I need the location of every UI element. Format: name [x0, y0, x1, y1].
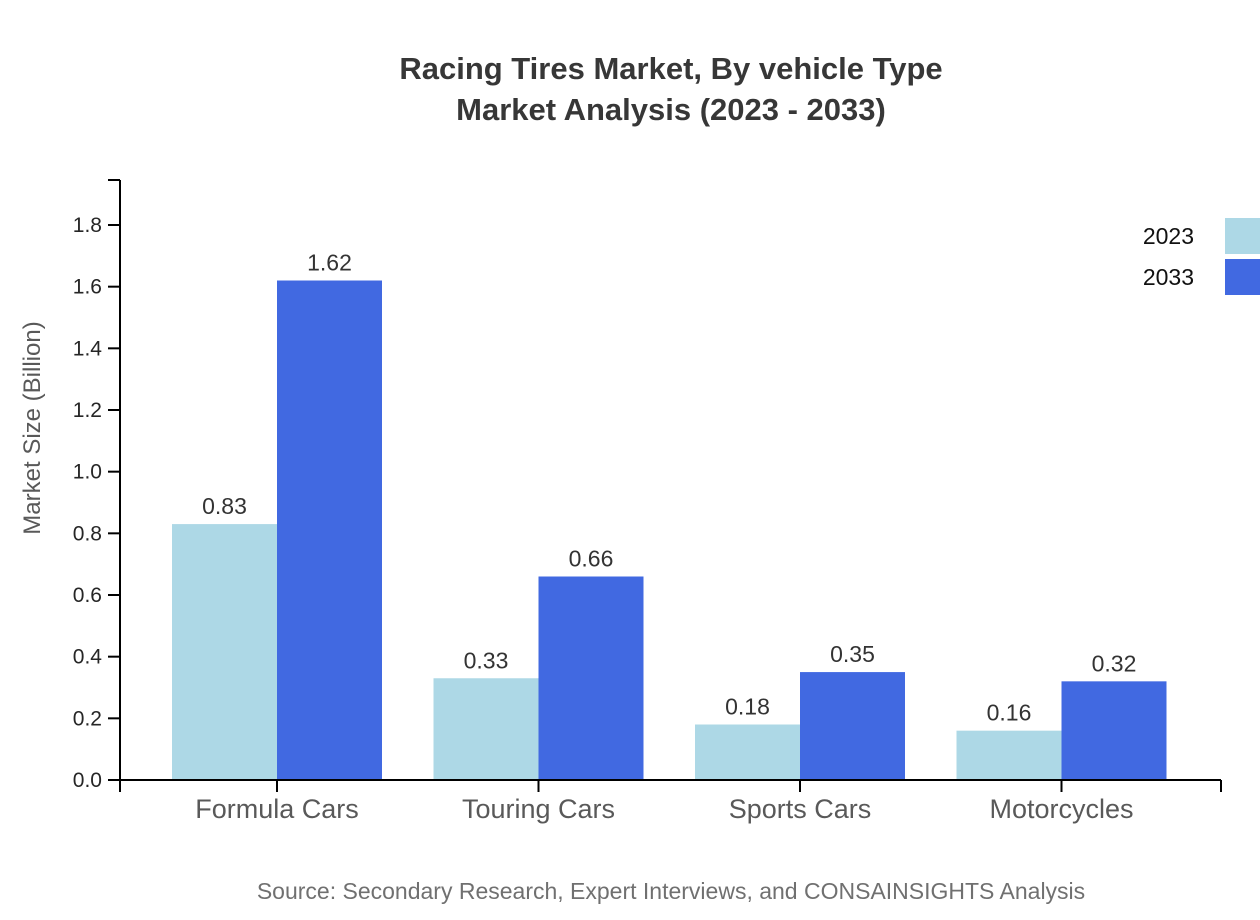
bar-2023-touring-cars [433, 678, 539, 780]
y-tick-label: 0.6 [73, 584, 102, 607]
y-tick-label: 1.0 [73, 461, 102, 484]
bar-2033-touring-cars [538, 576, 644, 780]
legend-label-2023: 2023 [1142, 222, 1194, 249]
source-attribution: Source: Secondary Research, Expert Inter… [256, 878, 1086, 904]
y-tick-label: 1.2 [73, 399, 102, 422]
value-label-2033-formula-cars: 1.62 [307, 250, 352, 276]
bar-2023-sports-cars [695, 724, 800, 780]
chart-title: Racing Tires Market, By vehicle Type Mar… [120, 48, 1222, 130]
value-label-2033-touring-cars: 0.66 [569, 546, 614, 572]
y-tick-label: 0.0 [73, 769, 102, 792]
value-label-2033-motorcycles: 0.32 [1092, 650, 1137, 676]
y-tick-label: 0.4 [73, 646, 103, 669]
value-label-2023-motorcycles: 0.16 [987, 700, 1032, 726]
value-label-2023-touring-cars: 0.33 [464, 647, 509, 673]
y-tick-label: 1.8 [73, 214, 102, 237]
x-category-label: Motorcycles [989, 794, 1133, 824]
value-label-2033-sports-cars: 0.35 [830, 641, 875, 667]
legend-label-2033: 2033 [1142, 263, 1194, 290]
y-tick-label: 1.6 [73, 276, 102, 299]
y-tick-label: 0.8 [73, 522, 102, 545]
bar-2033-motorcycles [1061, 681, 1167, 780]
value-label-2023-sports-cars: 0.18 [725, 694, 770, 720]
y-tick-label: 0.2 [73, 707, 102, 730]
x-category-label: Sports Cars [729, 794, 872, 824]
legend-row-2033: 2033 [1143, 259, 1260, 295]
x-category-label: Formula Cars [195, 794, 359, 824]
chart-title-line1: Racing Tires Market, By vehicle Type [399, 51, 943, 86]
y-tick-label: 1.4 [73, 337, 103, 360]
bar-2023-formula-cars [172, 524, 277, 780]
bar-2033-formula-cars [277, 280, 382, 780]
legend-swatch-2033-icon [1225, 259, 1260, 295]
bar-2023-motorcycles [956, 730, 1062, 780]
legend-swatch-2023-icon [1225, 218, 1260, 254]
y-axis-title: Market Size (Billion) [19, 321, 46, 534]
legend-row-2023: 2023 [1143, 218, 1260, 254]
x-category-label: Touring Cars [462, 794, 615, 824]
bar-2033-sports-cars [800, 672, 905, 780]
chart-title-line2: Market Analysis (2023 - 2033) [456, 92, 886, 127]
legend: 2023 2033 [1143, 218, 1260, 295]
value-label-2023-formula-cars: 0.83 [202, 493, 247, 519]
